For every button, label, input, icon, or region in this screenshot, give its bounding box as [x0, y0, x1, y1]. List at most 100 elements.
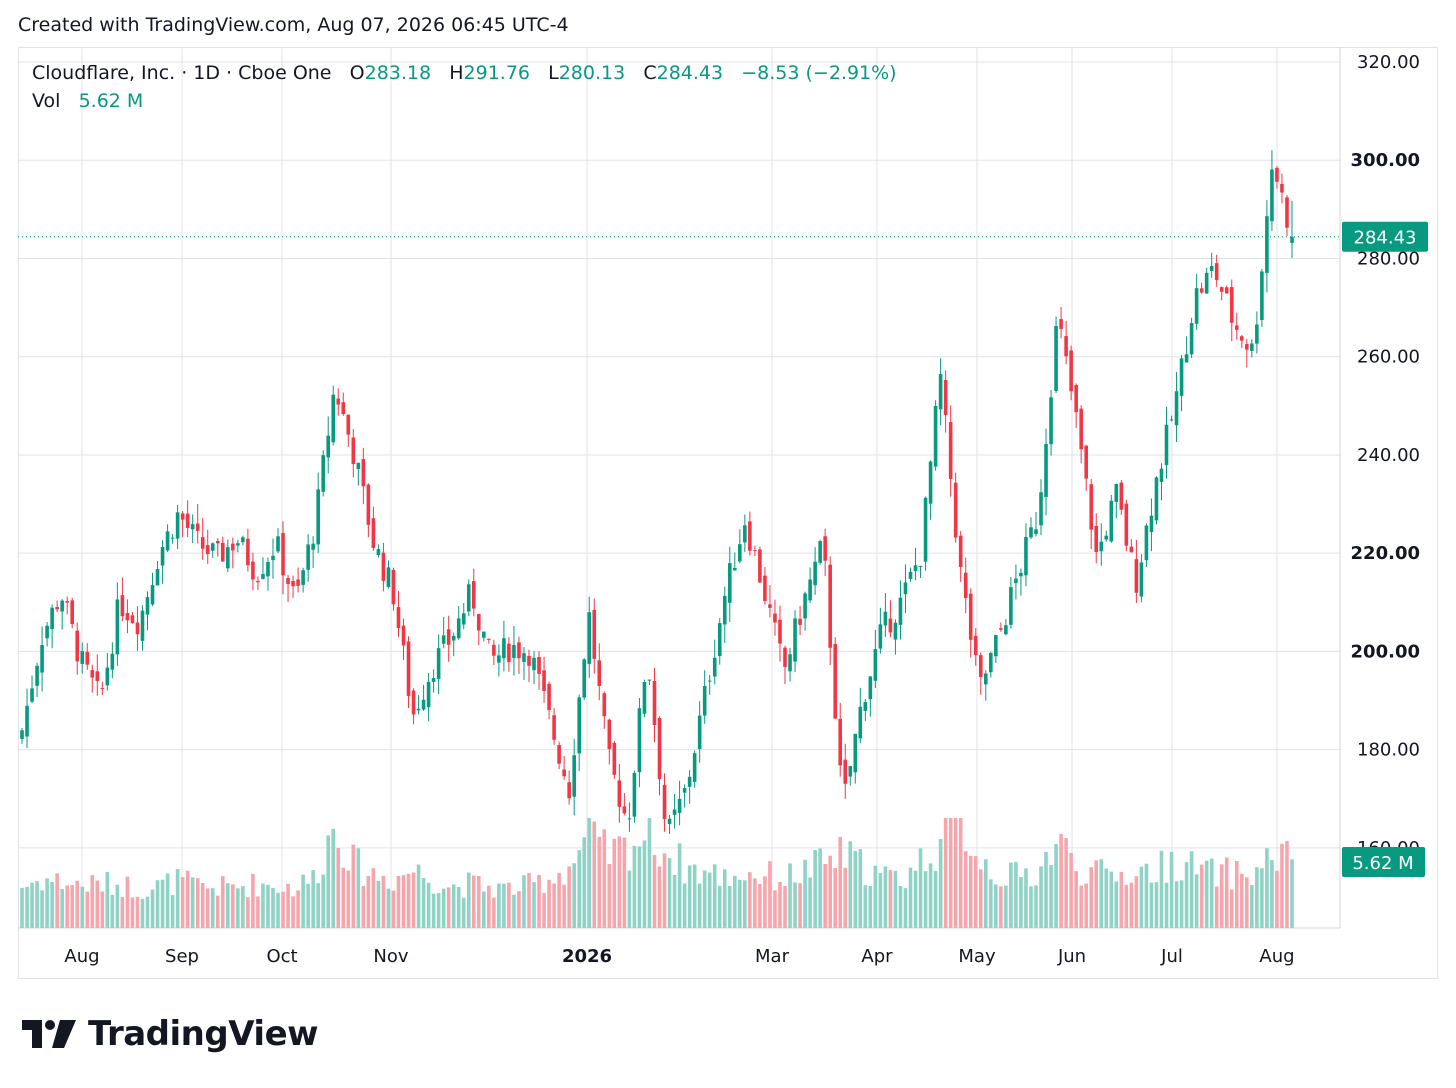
volume-bar	[768, 861, 772, 928]
volume-bar	[1129, 882, 1134, 928]
candle-body	[130, 615, 135, 624]
candle-body	[788, 654, 792, 672]
volume-bar	[873, 865, 878, 928]
candle-body	[727, 563, 732, 603]
volume-bar	[241, 886, 245, 928]
volume-bar	[858, 849, 863, 928]
volume-bar	[983, 859, 988, 928]
candle-body	[1014, 578, 1018, 584]
candle-body	[1255, 324, 1259, 344]
volume-bar	[291, 896, 295, 928]
candle-body	[281, 532, 285, 576]
volume-bar	[687, 865, 692, 928]
volume-bar	[803, 859, 807, 928]
volume-bar	[361, 886, 366, 928]
candle-body	[386, 567, 391, 587]
candle-body	[1149, 515, 1154, 533]
candle-body	[527, 655, 531, 666]
candle-body	[1134, 559, 1139, 593]
tradingview-brand[interactable]: TradingView	[22, 1014, 319, 1054]
volume-bar	[637, 846, 642, 928]
volume-bar	[1109, 871, 1114, 928]
volume-bar	[1184, 862, 1189, 928]
candle-body	[1219, 287, 1224, 292]
candle-body	[1039, 492, 1043, 526]
volume-bar	[286, 883, 290, 928]
candle-body	[1114, 483, 1119, 502]
volume-bar	[20, 887, 24, 928]
volume-bar	[1039, 866, 1043, 928]
candle-body	[647, 679, 652, 681]
price-tick-label: 300.00	[1351, 150, 1420, 171]
candle-body	[411, 690, 416, 715]
candle-body	[296, 579, 300, 586]
volume-bar	[1014, 862, 1018, 928]
volume-bar	[65, 885, 69, 928]
volume-bar	[406, 873, 411, 928]
candle-body	[1290, 236, 1294, 243]
candle-body	[978, 655, 983, 678]
legend-low-label: L	[548, 62, 559, 84]
candle-body	[461, 613, 466, 625]
candle-body	[1124, 503, 1129, 546]
volume-bar	[682, 883, 687, 928]
candle-body	[667, 818, 672, 824]
volume-bar	[968, 855, 973, 928]
volume-bar	[231, 884, 235, 928]
candle-body	[316, 489, 320, 545]
volume-bar	[220, 876, 225, 928]
volume-bar	[607, 864, 612, 928]
volume-bar	[210, 888, 215, 928]
price-tick-label: 320.00	[1357, 52, 1420, 73]
candle-body	[717, 623, 722, 657]
volume-bar	[1169, 851, 1174, 928]
volume-bar	[677, 843, 682, 928]
volume-bar	[712, 864, 717, 928]
volume-bar	[401, 875, 406, 928]
candle-body	[226, 547, 230, 569]
volume-bar	[271, 888, 275, 928]
candle-body	[30, 688, 34, 702]
candle-body	[231, 543, 235, 551]
candle-body	[1019, 572, 1023, 577]
volume-bar	[135, 896, 140, 928]
volume-bar	[185, 870, 190, 928]
candle-body	[185, 513, 190, 529]
volume-bar	[1224, 857, 1229, 928]
volume-bar	[487, 885, 491, 928]
candle-body	[241, 537, 245, 543]
legend-close-label: C	[643, 62, 657, 84]
candle-body	[838, 718, 843, 766]
candle-body	[236, 543, 240, 546]
candle-body	[753, 550, 757, 552]
candle-body	[878, 624, 883, 649]
candle-body	[758, 549, 762, 583]
candle-body	[466, 584, 471, 612]
candle-body	[983, 673, 988, 685]
volume-bar	[1194, 874, 1199, 928]
candle-body	[567, 782, 571, 799]
volume-bar	[40, 890, 44, 928]
legend-low: 280.13	[558, 62, 626, 84]
volume-bar	[50, 881, 54, 928]
candle-body	[818, 541, 822, 563]
volume-bar	[200, 882, 205, 928]
candle-body	[1024, 537, 1028, 576]
volume-bar	[878, 873, 883, 928]
volume-bar	[366, 875, 371, 928]
volume-bar	[888, 870, 893, 928]
candle-body	[261, 574, 265, 579]
candle-body	[868, 676, 873, 700]
candle-body	[833, 644, 838, 719]
volume-bar	[120, 897, 125, 928]
volume-bar	[1004, 885, 1008, 928]
volume-bar	[727, 885, 732, 928]
candle-body	[768, 604, 772, 608]
chart-frame[interactable]	[18, 47, 1438, 979]
candle-body	[677, 799, 682, 813]
volume-bar	[55, 873, 59, 928]
candle-body	[476, 613, 481, 631]
volume-bar	[1124, 884, 1129, 928]
candle-body	[75, 630, 80, 662]
